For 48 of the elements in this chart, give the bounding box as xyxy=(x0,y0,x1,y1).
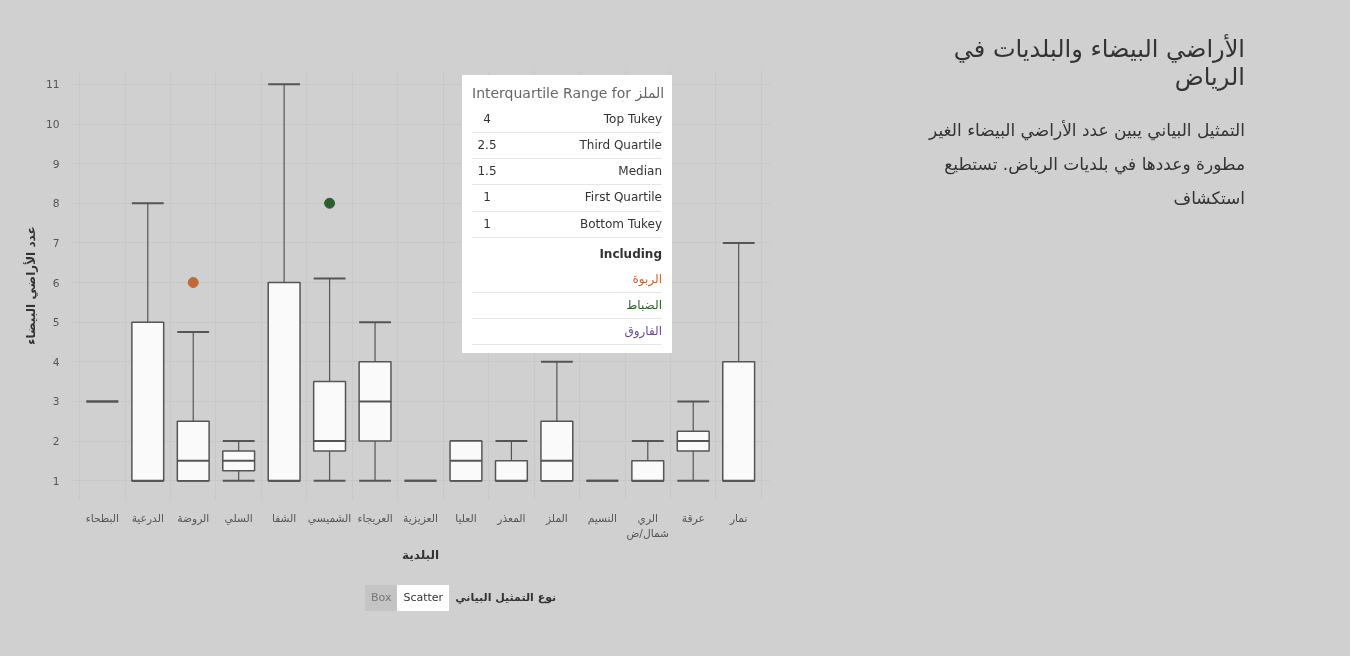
text: Scatter xyxy=(397,585,450,611)
annotation: Bottom Tukey xyxy=(580,215,662,233)
x-tick-label: الروضة xyxy=(177,511,210,525)
y-tick-label: 1 xyxy=(52,474,60,488)
x-axis-title: البلدية xyxy=(401,548,440,563)
x-tick-label: نمار xyxy=(728,511,748,525)
annotation: Median xyxy=(618,163,662,181)
text: Box xyxy=(365,585,398,611)
text: الأراضي البيضاء والبلديات في الرياض xyxy=(952,35,1245,92)
text: التمثيل البياني يبين عدد الأراضي البيضاء الغير مطورة وعددها في بلديات الرياض. تستطيع استكشاف xyxy=(927,119,1245,211)
y-tick-label: 4 xyxy=(52,355,60,369)
annotation: 2.5 xyxy=(476,137,498,155)
x-tick-label: السلي xyxy=(224,511,253,525)
y-tick-label: 10 xyxy=(45,118,60,131)
annotation: 1 xyxy=(482,189,492,207)
y-tick-label: 2 xyxy=(52,435,60,449)
x-tick-label: العريجاء xyxy=(357,511,393,525)
y-tick-label: 3 xyxy=(52,395,60,409)
y-tick-label: 11 xyxy=(45,78,60,92)
y-axis-title: عدد الأراضي البيضاء xyxy=(22,226,38,345)
y-tick-label: 8 xyxy=(52,197,60,211)
x-tick-label: العليا xyxy=(455,511,477,525)
y-tick-label: 9 xyxy=(52,157,60,171)
annotation: الضباط xyxy=(472,292,662,320)
annotation: 1.5 xyxy=(476,163,498,181)
x-tick-label: الشميسي xyxy=(307,511,352,525)
text: نوع التمثيل البياني xyxy=(454,590,557,606)
annotation: 1 xyxy=(482,215,492,233)
annotation: الربوة xyxy=(472,266,662,293)
x-tick-label: الدرعية xyxy=(131,511,164,525)
annotation: Including xyxy=(598,245,662,263)
y-tick-label: 5 xyxy=(52,316,60,330)
x-tick-label: الشفا xyxy=(271,511,297,525)
x-tick-label: المعذر xyxy=(496,511,526,525)
annotation: First Quartile xyxy=(584,189,662,207)
y-tick-label: 7 xyxy=(52,236,60,250)
x-tick-label: البطحاء xyxy=(85,511,119,525)
annotation: 4 xyxy=(482,111,492,128)
x-tick-label: العزيزية xyxy=(403,511,438,525)
x-tick-label: عرقة xyxy=(681,511,705,525)
x-tick-label: الملز xyxy=(544,511,568,525)
annotation: Interquartile Range for الملز xyxy=(472,84,665,104)
x-tick-label: الري شمال/ض xyxy=(626,511,670,541)
annotation: Third Quartile xyxy=(579,137,662,155)
annotation: Top Tukey xyxy=(603,111,662,128)
y-tick-label: 6 xyxy=(52,276,60,290)
annotation: الفاروق xyxy=(472,319,662,346)
x-tick-label: النسيم xyxy=(587,511,617,525)
